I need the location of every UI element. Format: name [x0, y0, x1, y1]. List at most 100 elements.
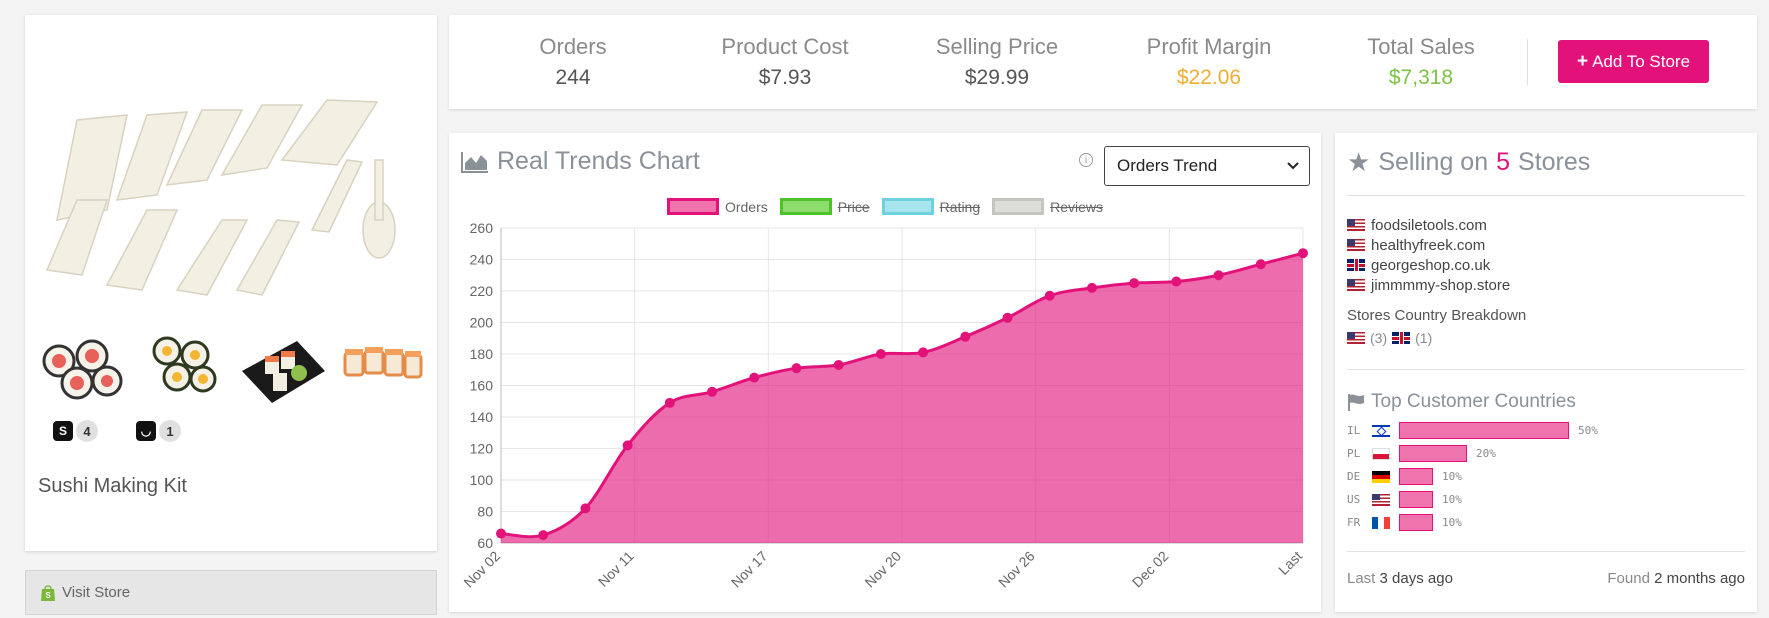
add-to-store-button[interactable]: + Add To Store	[1558, 40, 1709, 83]
found-value: 2 months ago	[1654, 570, 1745, 587]
legend-label: Rating	[939, 198, 981, 215]
badge-count: 1	[159, 420, 181, 442]
country-row: DE 10%	[1347, 465, 1598, 488]
stat-label: Orders	[539, 34, 607, 59]
legend-swatch	[992, 198, 1045, 215]
product-title: Sushi Making Kit	[38, 475, 187, 497]
visit-store-button[interactable]: S Visit Store	[25, 570, 437, 615]
stat-value: 244	[555, 66, 591, 89]
stat-label: Total Sales	[1367, 34, 1475, 59]
info-icon[interactable]: i	[1079, 153, 1093, 167]
country-code: DE	[1347, 470, 1361, 483]
legend-swatch	[881, 198, 934, 215]
thumbnail-3[interactable]	[237, 311, 327, 419]
flag-icon	[1348, 394, 1364, 411]
country-percent: 10%	[1442, 516, 1462, 529]
orders-point	[791, 363, 802, 374]
product-thumbnails	[37, 311, 427, 419]
country-row: FR 10%	[1347, 511, 1598, 534]
product-main-image[interactable]	[37, 60, 427, 300]
star-icon: ★	[1347, 147, 1371, 177]
trend-select-value: Orders Trend	[1117, 156, 1218, 175]
stat-profit-margin: Profit Margin $22.06	[1109, 34, 1309, 90]
gb-flag-icon	[1392, 332, 1411, 344]
stores-title-prefix: Selling on	[1378, 148, 1489, 176]
thumbnail-1[interactable]	[37, 311, 127, 419]
de-flag-icon	[1372, 470, 1390, 483]
store-name: foodsiletools.com	[1371, 216, 1487, 234]
country-percent: 10%	[1442, 470, 1462, 483]
found-date: Found 2 months ago	[1607, 570, 1745, 587]
thumbnail-4[interactable]	[337, 311, 427, 419]
country-code: US	[1347, 493, 1361, 506]
stat-product-cost: Product Cost $7.93	[685, 34, 885, 90]
breakdown-count: (1)	[1415, 330, 1433, 346]
store-row[interactable]: jimmmmy-shop.store	[1347, 275, 1510, 295]
x-tick-label: Nov 20	[861, 548, 904, 591]
us-flag-icon	[1347, 332, 1365, 344]
last-value: 3 days ago	[1379, 570, 1453, 587]
us-flag-icon	[1372, 493, 1390, 506]
fr-flag-icon	[1372, 516, 1390, 529]
trend-type-select[interactable]: Orders Trend	[1104, 146, 1310, 186]
orders-point	[833, 360, 844, 371]
pl-flag-icon	[1372, 447, 1390, 460]
orders-point	[538, 530, 549, 541]
orders-point	[1213, 270, 1224, 281]
visit-store-label: Visit Store	[62, 584, 131, 601]
stores-title-suffix: Stores	[1518, 148, 1591, 176]
trends-title-row: Real Trends Chart	[461, 147, 700, 176]
us-flag-icon	[1347, 239, 1365, 251]
y-tick-label: 100	[470, 472, 494, 488]
stat-value: $7.93	[758, 66, 812, 89]
last-seen: Last 3 days ago	[1347, 570, 1453, 587]
y-tick-label: 80	[477, 504, 493, 520]
add-to-store-label: Add To Store	[1592, 51, 1691, 71]
y-tick-label: 140	[470, 409, 494, 425]
divider	[1347, 195, 1745, 196]
country-bar	[1399, 491, 1433, 508]
orders-point	[875, 349, 886, 359]
country-bar	[1399, 445, 1467, 462]
trends-chart-card: Real Trends Chart i Orders Trend Orders …	[449, 133, 1321, 612]
badge-shopify: S 4	[53, 420, 98, 442]
thumbnail-2[interactable]	[137, 311, 227, 419]
platform-badges: S 4 ◡ 1	[53, 420, 181, 442]
orders-point	[1255, 259, 1266, 270]
store-row[interactable]: georgeshop.co.uk	[1347, 255, 1510, 275]
orders-point	[1086, 282, 1097, 293]
orders-point	[1129, 278, 1140, 289]
country-row: IL 50%	[1347, 419, 1598, 442]
legend-swatch	[779, 198, 832, 215]
orders-point	[1171, 276, 1182, 287]
legend-price[interactable]: Price	[779, 198, 870, 215]
gb-flag-icon	[1347, 259, 1365, 271]
divider	[1527, 39, 1528, 85]
x-tick-label: Nov 11	[595, 548, 637, 590]
orders-point	[707, 386, 718, 397]
orders-point	[664, 397, 675, 408]
store-row[interactable]: healthyfreek.com	[1347, 235, 1510, 255]
country-row: PL 20%	[1347, 442, 1598, 465]
country-percent: 50%	[1578, 424, 1598, 437]
il-flag-icon	[1372, 424, 1390, 437]
legend-rating[interactable]: Rating	[881, 198, 981, 215]
legend-orders[interactable]: Orders	[666, 198, 768, 215]
country-code: PL	[1347, 447, 1361, 460]
divider	[1347, 369, 1745, 370]
shopify-bag-icon: S	[41, 584, 55, 601]
stat-label: Product Cost	[721, 34, 849, 59]
country-bar	[1399, 422, 1569, 439]
legend-label: Orders	[724, 198, 768, 215]
orders-point	[749, 372, 760, 383]
x-tick-label: Nov 02	[460, 548, 503, 591]
store-row[interactable]: foodsiletools.com	[1347, 215, 1510, 235]
y-tick-label: 180	[470, 346, 494, 362]
country-breakdown: (3) (1)	[1347, 330, 1432, 346]
legend-reviews[interactable]: Reviews	[992, 198, 1103, 215]
x-tick-label: Nov 17	[728, 548, 771, 591]
divider	[1347, 551, 1745, 552]
y-tick-label: 160	[470, 378, 494, 394]
country-percent: 20%	[1476, 447, 1496, 460]
us-flag-icon	[1347, 219, 1365, 231]
